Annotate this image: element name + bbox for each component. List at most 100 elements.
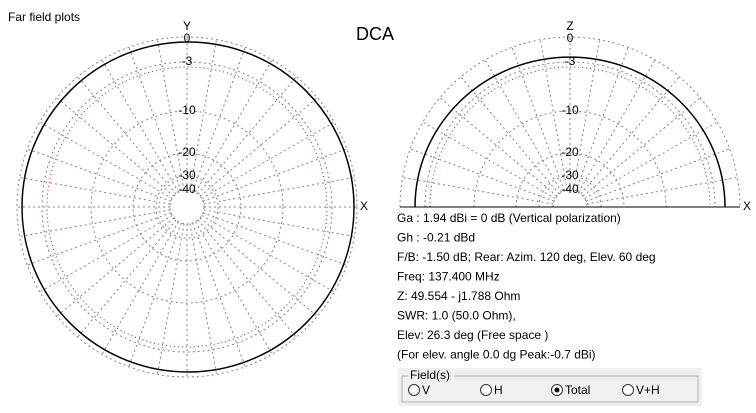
ring-grid: [169, 189, 205, 225]
radial-grid: [539, 39, 568, 191]
radial-grid: [410, 148, 555, 202]
result-line: Freq: 137.400 MHz: [397, 270, 500, 284]
window-title: Far field plots: [8, 10, 80, 24]
radial-grid: [27, 148, 172, 202]
radio-label[interactable]: H: [494, 383, 503, 397]
plot-title: DCA: [356, 24, 394, 44]
axis-label-top: Y: [183, 19, 191, 33]
radial-grid: [585, 148, 730, 202]
ring-grid: [155, 175, 219, 239]
ring-label: -40: [561, 182, 579, 196]
radial-grid: [77, 76, 177, 195]
ring-grid: [424, 61, 716, 208]
ring-label: -20: [178, 145, 196, 159]
radial-grid: [202, 148, 347, 202]
axis-label-right: X: [743, 199, 751, 213]
radial-grid: [195, 221, 273, 355]
radial-grid: [19, 176, 171, 205]
pattern: [21, 41, 355, 373]
radial-grid: [575, 47, 629, 192]
field-group-label-bg: [408, 370, 454, 382]
radial-grid: [582, 97, 701, 197]
radial-grid: [580, 76, 680, 195]
radio-dot: [554, 387, 560, 393]
result-line: (For elev. angle 0.0 dg Peak:-0.7 dBi): [397, 348, 596, 362]
field-group-frame: [401, 375, 699, 403]
radial-grid: [39, 121, 173, 199]
radial-grid: [39, 215, 173, 293]
radial-grid: [197, 219, 297, 338]
radial-grid: [202, 212, 347, 266]
ring-label: -3: [182, 54, 193, 68]
ring-grid: [41, 61, 333, 353]
radial-grid: [203, 176, 355, 205]
ring-label: 0: [184, 31, 191, 45]
radial-grid: [511, 47, 565, 192]
radial-grid: [402, 176, 554, 205]
result-line: Elev: 26.3 deg (Free space ): [397, 328, 548, 342]
radial-grid: [199, 217, 318, 317]
radial-grid: [192, 222, 246, 367]
ring-grid: [132, 152, 242, 262]
radial-grid: [56, 217, 175, 317]
result-line: Gh : -0.21 dBd: [397, 231, 475, 245]
radio-label[interactable]: Total: [565, 383, 590, 397]
reference-ring: [429, 66, 711, 208]
radial-grid: [197, 76, 297, 195]
radial-grid: [19, 209, 171, 238]
radial-grid: [584, 121, 718, 199]
radial-grid: [201, 215, 335, 293]
ring-label: -30: [561, 168, 579, 182]
radial-grid: [128, 47, 182, 192]
radial-grid: [201, 121, 335, 199]
radial-grid: [586, 176, 738, 205]
radial-grid: [422, 121, 556, 199]
ring-grid: [515, 152, 625, 208]
field-group-label: Field(s): [410, 368, 450, 382]
radio-button[interactable]: [622, 384, 634, 396]
ring-label: 0: [567, 31, 574, 45]
result-line: F/B: -1.50 dB; Rear: Azim. 120 deg, Elev…: [397, 250, 656, 264]
radio-label[interactable]: V: [422, 383, 430, 397]
radial-grid: [189, 223, 218, 375]
radial-grid: [484, 59, 562, 193]
radial-grid: [156, 223, 185, 375]
radial-grid: [192, 47, 246, 192]
pattern: [414, 56, 726, 208]
radio-button[interactable]: [408, 384, 420, 396]
radial-grid: [439, 97, 558, 197]
radial-grid: [101, 221, 179, 355]
reference-ring: [46, 66, 328, 348]
radial-grid: [460, 76, 560, 195]
radio-label[interactable]: V+H: [636, 383, 660, 397]
axis-label-right: X: [360, 199, 368, 213]
radial-grid: [156, 39, 185, 191]
radial-grid: [101, 59, 179, 193]
ring-label: -40: [178, 182, 196, 196]
radial-grid: [195, 59, 273, 193]
ring-label: -30: [178, 168, 196, 182]
ring-grid: [552, 189, 588, 208]
radial-grid: [56, 97, 175, 197]
ring-label: -10: [561, 103, 579, 117]
ring-grid: [473, 110, 667, 208]
result-line: Ga : 1.94 dBi = 0 dB (Vertical polarizat…: [397, 211, 621, 225]
radial-grid: [203, 209, 355, 238]
radial-grid: [189, 39, 218, 191]
radial-grid: [578, 59, 656, 193]
ring-label: -20: [561, 145, 579, 159]
radial-grid: [77, 219, 177, 338]
ring-grid: [399, 36, 741, 208]
radial-grid: [572, 39, 601, 191]
radial-grid: [199, 97, 318, 197]
result-line: SWR: 1.0 (50.0 Ohm),: [397, 309, 516, 323]
radial-grid: [128, 222, 182, 367]
axis-label-top: Z: [566, 19, 573, 33]
radial-grid: [27, 212, 172, 266]
ring-label: -10: [178, 103, 196, 117]
result-line: Z: 49.554 - j1.788 Ohm: [397, 289, 520, 303]
radio-button[interactable]: [480, 384, 492, 396]
ring-grid: [90, 110, 284, 304]
ring-label: -3: [565, 54, 576, 68]
